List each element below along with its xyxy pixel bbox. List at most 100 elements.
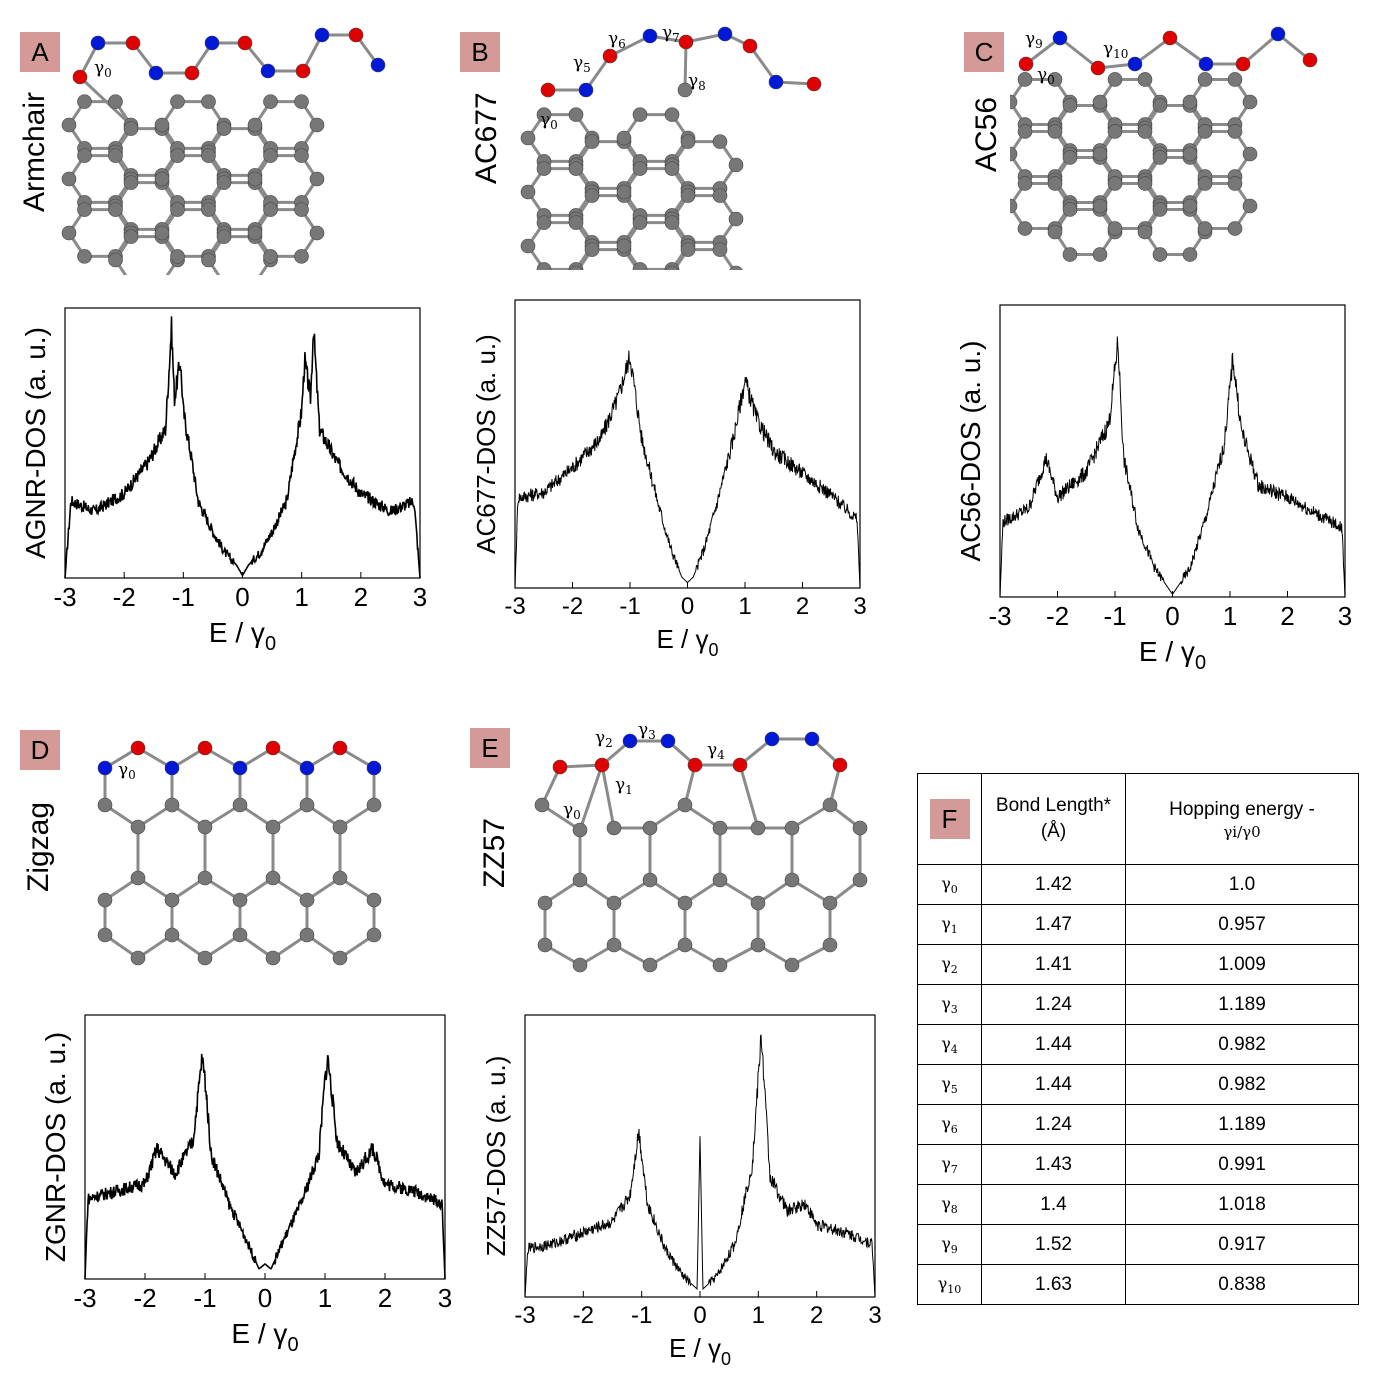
atom bbox=[1302, 52, 1318, 68]
atom bbox=[247, 117, 263, 133]
atom bbox=[677, 937, 693, 953]
symbol-cell: γ0 bbox=[917, 864, 982, 905]
atom bbox=[197, 740, 213, 756]
atom bbox=[130, 950, 146, 966]
atom bbox=[263, 249, 278, 264]
x-tick-label: 2 bbox=[378, 1283, 392, 1313]
atom bbox=[1047, 176, 1063, 191]
hopping-energy-cell: 0.838 bbox=[1125, 1264, 1359, 1305]
dos-chart-ac56: -3 -2 -1 0 1 2 3 E / γ0 AC56-DOS (a. u.) bbox=[955, 304, 1352, 674]
bond-length-cell: 1.47 bbox=[981, 904, 1126, 945]
atom bbox=[728, 211, 744, 227]
atom bbox=[77, 94, 92, 109]
atom bbox=[348, 27, 364, 43]
atom bbox=[742, 38, 758, 54]
atom bbox=[61, 171, 77, 187]
atom bbox=[717, 26, 733, 42]
atom bbox=[642, 28, 658, 44]
atom bbox=[680, 242, 696, 257]
x-tick-label: 1 bbox=[752, 1302, 765, 1329]
atom bbox=[572, 822, 588, 838]
atom bbox=[664, 107, 680, 122]
atom bbox=[265, 740, 281, 756]
bond bbox=[541, 803, 581, 832]
dos-chart-zigzag: -3 -2 -1 0 1 2 3 E / γ0 ZGNR-DOS (a. u.) bbox=[40, 1014, 452, 1356]
atom bbox=[578, 82, 594, 98]
x-axis-label: E / γ0 bbox=[1139, 636, 1206, 674]
symbol-cell: γ5 bbox=[917, 1064, 982, 1105]
atom bbox=[295, 63, 311, 79]
atom bbox=[712, 957, 728, 973]
atom bbox=[536, 161, 552, 176]
atom bbox=[1010, 94, 1018, 110]
gamma-label-0: γ0 bbox=[118, 760, 136, 782]
x-tick-label: -1 bbox=[172, 582, 195, 612]
gamma-label-0: γ0 bbox=[94, 58, 112, 80]
panel-label-a: A bbox=[20, 32, 60, 72]
x-tick-label: -2 bbox=[133, 1283, 156, 1313]
atom bbox=[680, 188, 696, 203]
x-tick-label: -2 bbox=[562, 593, 583, 620]
x-tick-label: 0 bbox=[258, 1283, 272, 1313]
bond bbox=[600, 764, 616, 829]
hopping-energy-cell: 1.0 bbox=[1125, 864, 1359, 905]
gamma-label-6: γ6 bbox=[608, 29, 626, 51]
atom bbox=[1018, 56, 1034, 72]
atom bbox=[632, 215, 648, 230]
atom bbox=[197, 950, 213, 966]
hopping-energy-cell: 0.982 bbox=[1125, 1024, 1359, 1065]
atom bbox=[616, 184, 632, 200]
atom bbox=[1227, 221, 1243, 236]
x-tick-label: 1 bbox=[1223, 601, 1237, 631]
x-tick-label: -3 bbox=[504, 593, 525, 620]
bond-length-cell: 1.52 bbox=[981, 1224, 1126, 1265]
atom bbox=[1062, 150, 1078, 165]
atom bbox=[1137, 72, 1153, 87]
atom bbox=[148, 65, 164, 81]
atom bbox=[687, 757, 703, 773]
hopping-energy-cell: 0.982 bbox=[1125, 1064, 1359, 1105]
atom bbox=[197, 870, 213, 886]
bond-length-cell: 1.24 bbox=[981, 1104, 1126, 1145]
atom bbox=[201, 94, 216, 109]
atom bbox=[1052, 30, 1068, 46]
x-tick-label: -3 bbox=[73, 1283, 96, 1313]
atom bbox=[602, 48, 618, 64]
atom bbox=[61, 117, 77, 133]
atom bbox=[1227, 176, 1243, 191]
atom bbox=[622, 733, 638, 749]
atom bbox=[584, 242, 600, 257]
bond bbox=[683, 41, 688, 91]
atom bbox=[204, 35, 220, 51]
atom bbox=[1182, 146, 1198, 162]
gamma-label-10: γ10 bbox=[1103, 39, 1128, 61]
atom bbox=[170, 249, 185, 264]
atom bbox=[370, 57, 386, 73]
symbol-cell: γ10 bbox=[917, 1264, 982, 1305]
x-tick-label: 0 bbox=[235, 582, 249, 612]
x-tick-label: 1 bbox=[318, 1283, 332, 1313]
atom bbox=[806, 76, 822, 92]
x-tick-label: -1 bbox=[1103, 601, 1126, 631]
atom bbox=[678, 34, 694, 50]
atom bbox=[1017, 221, 1033, 236]
atom bbox=[1137, 224, 1153, 240]
gamma-label-0: γ0 bbox=[563, 800, 581, 822]
atom bbox=[164, 760, 180, 776]
atom bbox=[1152, 98, 1168, 113]
x-tick-label: -3 bbox=[53, 582, 76, 612]
atom bbox=[1197, 221, 1213, 236]
bond bbox=[748, 45, 778, 83]
bond-length-cell: 1.44 bbox=[981, 1064, 1126, 1105]
atom bbox=[1107, 124, 1123, 139]
atom bbox=[247, 171, 263, 187]
atom bbox=[1010, 146, 1018, 162]
symbol-cell: γ4 bbox=[917, 1024, 982, 1065]
atom bbox=[309, 225, 325, 241]
atom bbox=[536, 215, 552, 230]
structure-ac56: γ9 γ0 γ10 bbox=[1010, 26, 1318, 262]
atom bbox=[728, 157, 744, 173]
atom bbox=[170, 148, 185, 163]
atom bbox=[732, 757, 748, 773]
atom bbox=[750, 820, 766, 836]
